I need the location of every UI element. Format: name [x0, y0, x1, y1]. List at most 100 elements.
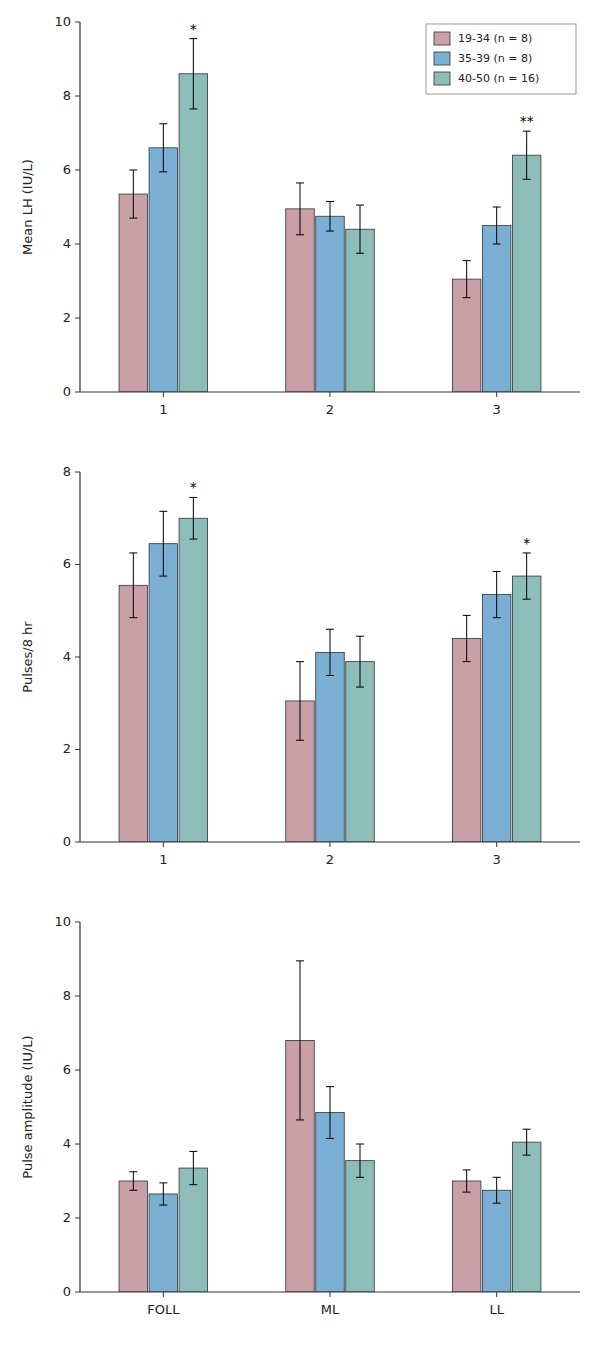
significance-label: **	[520, 113, 534, 129]
error-cap	[463, 615, 471, 616]
error-stem	[193, 39, 194, 109]
error-cap	[129, 1190, 137, 1191]
legend-swatch	[434, 72, 450, 85]
error-stem	[133, 553, 134, 618]
error-cap	[493, 1203, 501, 1204]
error-bar	[159, 124, 167, 172]
y-axis-line	[79, 472, 80, 842]
error-bar	[493, 571, 501, 617]
x-tick-label: 3	[493, 402, 501, 417]
error-cap	[189, 108, 197, 109]
error-stem	[496, 571, 497, 617]
error-bar	[189, 1151, 197, 1184]
error-bar	[356, 1144, 364, 1177]
error-bar	[463, 615, 471, 661]
bar	[482, 226, 511, 393]
error-stem	[496, 207, 497, 244]
error-stem	[526, 1129, 527, 1155]
y-tick	[75, 922, 80, 923]
panel: 02468Pulses/8 hr123**	[20, 464, 580, 868]
error-cap	[159, 123, 167, 124]
x-tick	[163, 1292, 164, 1297]
error-bar	[463, 1170, 471, 1192]
y-tick	[75, 96, 80, 97]
error-cap	[356, 1177, 364, 1178]
y-axis-label: Mean LH (IU/L)	[20, 159, 35, 255]
x-tick-label: 1	[159, 852, 167, 867]
y-tick-label: 6	[63, 556, 71, 571]
error-cap	[463, 260, 471, 261]
x-tick-label: ML	[321, 1302, 340, 1317]
error-bar	[523, 553, 531, 599]
x-axis-line	[80, 1291, 580, 1292]
bar	[119, 1181, 148, 1292]
error-cap	[159, 511, 167, 512]
error-cap	[326, 231, 334, 232]
y-tick-label: 10	[54, 14, 71, 29]
error-stem	[330, 629, 331, 675]
y-tick	[75, 1292, 80, 1293]
error-stem	[360, 636, 361, 687]
error-cap	[189, 38, 197, 39]
bar	[346, 662, 375, 842]
figure: 0246810Mean LH (IU/L)123***19-34 (n = 8)…	[0, 0, 600, 1350]
error-stem	[330, 1087, 331, 1139]
x-tick	[496, 1292, 497, 1297]
x-tick-label: LL	[489, 1302, 504, 1317]
y-tick	[75, 842, 80, 843]
bar	[482, 1190, 511, 1292]
error-bar	[159, 1183, 167, 1205]
x-tick	[496, 392, 497, 397]
bar	[512, 576, 541, 842]
error-bar	[129, 170, 137, 218]
y-tick-label: 2	[63, 741, 71, 756]
bar	[149, 148, 178, 392]
error-cap	[326, 201, 334, 202]
error-stem	[163, 124, 164, 172]
bar	[316, 652, 345, 842]
y-tick-label: 2	[63, 310, 71, 325]
y-tick-label: 8	[63, 88, 71, 103]
error-stem	[133, 1172, 134, 1191]
x-tick	[496, 842, 497, 847]
y-tick	[75, 749, 80, 750]
error-bar	[326, 1087, 334, 1139]
x-tick	[330, 392, 331, 397]
y-tick-label: 4	[63, 1136, 71, 1151]
legend-label: 35-39 (n = 8)	[458, 52, 532, 65]
significance-label: *	[190, 479, 197, 495]
error-bar	[463, 261, 471, 298]
error-cap	[523, 179, 531, 180]
error-stem	[466, 1170, 467, 1192]
error-bar	[296, 961, 304, 1120]
y-tick-label: 6	[63, 162, 71, 177]
error-stem	[300, 662, 301, 741]
y-tick-label: 10	[54, 914, 71, 929]
error-cap	[326, 1138, 334, 1139]
error-cap	[523, 131, 531, 132]
y-tick-label: 0	[63, 834, 71, 849]
error-cap	[463, 1169, 471, 1170]
error-stem	[163, 1183, 164, 1205]
error-cap	[493, 571, 501, 572]
error-cap	[356, 205, 364, 206]
bar	[452, 1181, 481, 1292]
bar	[179, 1168, 208, 1292]
error-stem	[466, 615, 467, 661]
error-cap	[296, 740, 304, 741]
y-tick	[75, 22, 80, 23]
error-stem	[526, 131, 527, 179]
error-cap	[189, 539, 197, 540]
error-bar	[326, 201, 334, 231]
x-tick	[330, 842, 331, 847]
bar	[179, 518, 208, 842]
x-tick-label: FOLL	[147, 1302, 180, 1317]
y-tick	[75, 564, 80, 565]
y-axis-line	[79, 922, 80, 1292]
panel: 0246810Mean LH (IU/L)123***19-34 (n = 8)…	[20, 14, 580, 418]
error-cap	[296, 234, 304, 235]
bar	[119, 194, 148, 392]
error-cap	[189, 497, 197, 498]
y-tick-label: 6	[63, 1062, 71, 1077]
error-cap	[326, 675, 334, 676]
